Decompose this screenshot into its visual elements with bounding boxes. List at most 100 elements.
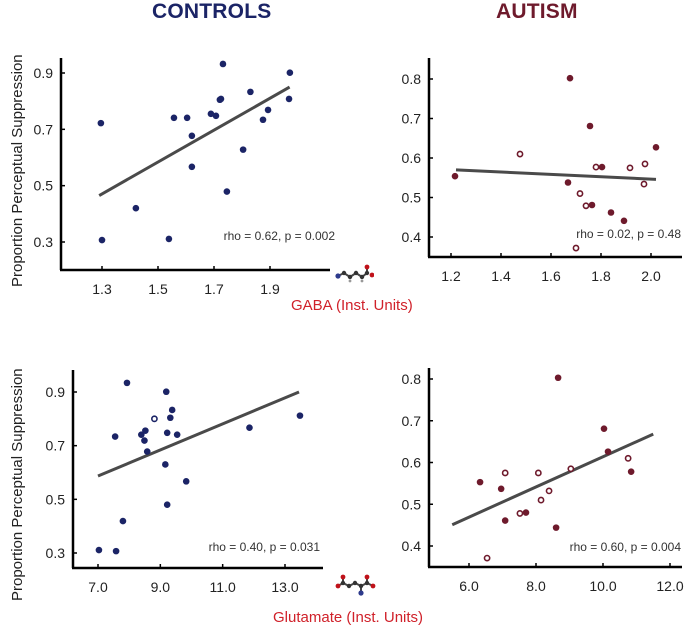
data-point — [142, 427, 149, 434]
data-point — [123, 379, 131, 387]
data-point — [285, 95, 293, 103]
y-tick-label: 0.9 — [34, 65, 54, 81]
data-point — [173, 431, 181, 438]
data-point-open — [534, 469, 542, 477]
data-point — [170, 114, 178, 122]
data-point — [607, 209, 615, 216]
x-tick-label: 1.7 — [204, 281, 224, 297]
x-tick-label: 13.0 — [271, 579, 298, 595]
data-point — [207, 110, 215, 118]
data-point — [246, 424, 253, 431]
data-point — [95, 546, 103, 554]
glutamate-molecule-icon — [335, 574, 376, 596]
data-point — [296, 412, 304, 419]
data-point — [165, 235, 173, 243]
data-point — [138, 431, 145, 438]
data-point — [163, 501, 171, 509]
data-point — [188, 163, 196, 171]
data-point-open — [151, 415, 158, 423]
data-point — [219, 60, 227, 68]
data-point — [566, 74, 574, 82]
data-point — [223, 188, 231, 195]
data-point-open — [483, 554, 491, 562]
correlation-annotation: rho = 0.60, p = 0.004 — [570, 540, 682, 554]
x-tick-label: 9.0 — [151, 579, 171, 595]
y-tick-label: 0.8 — [402, 371, 422, 387]
y-tick-label: 0.7 — [34, 121, 54, 137]
y-tick-label: 0.8 — [402, 71, 422, 87]
x-tick-label: 6.0 — [459, 578, 479, 594]
data-point — [497, 485, 505, 493]
regression-line — [451, 432, 654, 527]
data-point — [132, 204, 140, 212]
data-point-open — [516, 510, 524, 517]
y-tick-label: 0.5 — [402, 190, 422, 206]
data-point — [604, 448, 612, 455]
data-point-open — [624, 454, 632, 462]
x-tick-label: 10.0 — [589, 578, 616, 594]
y-tick-label: 0.3 — [34, 234, 54, 250]
data-point — [143, 448, 151, 455]
data-point-open — [567, 465, 575, 473]
data-point — [286, 69, 294, 77]
x-tick-label: 7.0 — [88, 579, 108, 595]
data-point — [162, 388, 170, 396]
y-tick-label: 0.7 — [46, 438, 66, 454]
gaba-molecule-icon — [335, 264, 374, 283]
data-point — [598, 163, 606, 171]
x-tick-label: 1.2 — [441, 268, 461, 284]
data-point — [217, 95, 225, 103]
data-point — [627, 468, 635, 475]
y-tick-label: 0.6 — [402, 150, 422, 166]
correlation-annotation: rho = 0.40, p = 0.031 — [209, 540, 321, 554]
data-point — [239, 146, 247, 153]
data-point — [554, 374, 562, 382]
y-tick-label: 0.3 — [46, 545, 66, 561]
data-point — [600, 425, 608, 432]
regression-line — [97, 390, 300, 478]
data-point — [451, 172, 459, 180]
data-point-open — [626, 164, 634, 172]
data-point — [259, 116, 267, 124]
y-tick-label: 0.5 — [46, 491, 66, 507]
data-point — [168, 406, 176, 414]
data-point — [141, 437, 148, 444]
data-point — [212, 112, 220, 120]
y-tick-label: 0.6 — [402, 455, 422, 471]
data-point — [119, 517, 127, 525]
data-point — [183, 114, 191, 122]
data-point — [652, 144, 660, 151]
data-point — [97, 119, 105, 127]
y-tick-label: 0.5 — [34, 178, 54, 194]
data-point-open — [592, 163, 600, 171]
x-tick-label: 1.6 — [541, 268, 561, 284]
y-tick-label: 0.7 — [402, 111, 422, 127]
x-tick-label: 1.8 — [591, 268, 611, 284]
y-tick-label: 0.7 — [402, 413, 422, 429]
data-point — [111, 433, 119, 440]
x-tick-label: 11.0 — [210, 579, 236, 595]
data-point — [163, 429, 171, 437]
data-point — [188, 132, 196, 140]
data-point-open — [582, 202, 590, 210]
y-tick-label: 0.9 — [46, 384, 66, 400]
data-point — [552, 524, 560, 531]
x-tick-label: 1.5 — [148, 281, 168, 297]
data-point-open — [572, 244, 580, 252]
y-tick-label: 0.5 — [402, 496, 422, 512]
x-tick-label: 12.0 — [656, 578, 683, 594]
x-tick-label: 1.4 — [491, 268, 511, 284]
data-point-open — [576, 190, 584, 197]
x-tick-label: 1.3 — [92, 281, 112, 297]
data-point — [162, 461, 169, 468]
y-tick-label: 0.4 — [402, 538, 422, 554]
y-tick-label: 0.4 — [402, 229, 422, 245]
data-point-open — [640, 180, 648, 188]
data-point-open — [516, 150, 524, 158]
autism-title: AUTISM — [496, 0, 578, 23]
regression-line — [455, 168, 657, 181]
x-tick-label: 2.0 — [641, 268, 661, 284]
